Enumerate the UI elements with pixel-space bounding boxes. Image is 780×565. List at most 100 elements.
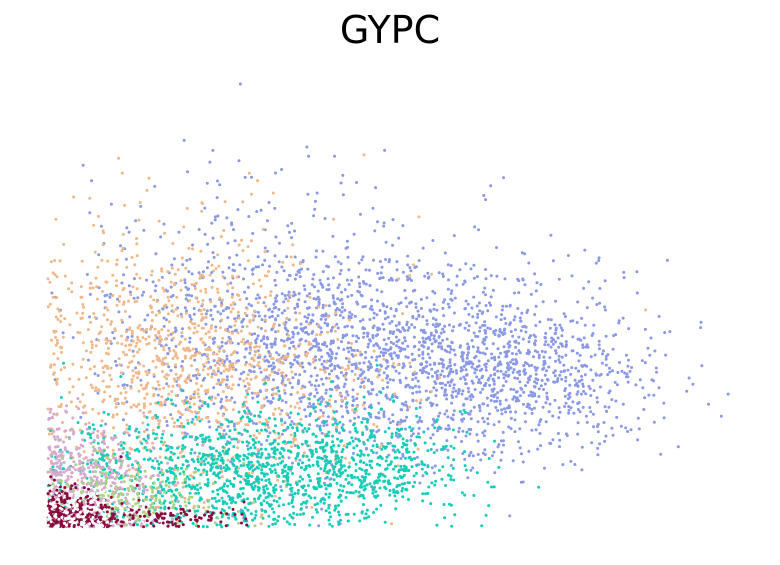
scatter-point <box>405 415 409 419</box>
scatter-point <box>229 341 232 345</box>
scatter-point <box>585 420 589 424</box>
scatter-point <box>421 369 425 373</box>
scatter-point <box>425 322 429 326</box>
scatter-point <box>447 305 451 309</box>
scatter-point <box>301 477 305 481</box>
scatter-point <box>516 277 520 281</box>
scatter-point <box>57 309 61 313</box>
scatter-point <box>312 357 316 361</box>
scatter-point <box>553 374 557 378</box>
scatter-point <box>338 393 342 397</box>
scatter-point <box>394 307 398 311</box>
scatter-point <box>367 472 371 476</box>
scatter-point <box>399 457 403 460</box>
scatter-point <box>273 386 276 390</box>
scatter-point <box>343 397 347 401</box>
scatter-point <box>399 349 403 352</box>
scatter-point <box>399 434 402 438</box>
scatter-point <box>239 480 242 484</box>
scatter-point <box>277 432 281 435</box>
scatter-point <box>596 453 600 457</box>
scatter-point <box>319 348 323 352</box>
scatter-point <box>535 366 539 370</box>
scatter-point <box>361 417 365 421</box>
scatter-point <box>145 428 149 432</box>
scatter-point <box>193 451 197 455</box>
scatter-point <box>404 488 408 492</box>
scatter-point <box>483 328 487 332</box>
scatter-point <box>350 293 354 297</box>
scatter-point <box>178 504 182 508</box>
scatter-point <box>416 447 420 451</box>
scatter-point <box>237 159 241 163</box>
scatter-point <box>237 493 241 496</box>
scatter-point <box>518 427 522 431</box>
scatter-point <box>104 422 108 426</box>
scatter-point <box>243 311 247 315</box>
scatter-point <box>231 364 235 367</box>
scatter-point <box>326 315 330 319</box>
scatter-point <box>328 387 332 391</box>
scatter-point <box>362 479 366 483</box>
scatter-point <box>408 425 412 429</box>
scatter-point <box>46 305 50 309</box>
scatter-point <box>472 405 476 409</box>
scatter-point <box>339 181 343 185</box>
scatter-point <box>544 340 548 344</box>
scatter-point <box>298 275 302 279</box>
scatter-point <box>245 456 249 460</box>
scatter-point <box>263 250 267 254</box>
scatter-point <box>200 404 204 408</box>
scatter-point <box>163 375 167 379</box>
scatter-point <box>407 405 411 409</box>
scatter-point <box>183 281 187 285</box>
scatter-point <box>60 350 64 354</box>
scatter-point <box>244 472 248 475</box>
scatter-point <box>379 276 383 280</box>
scatter-point <box>458 410 462 414</box>
scatter-point <box>103 390 107 394</box>
scatter-point <box>165 420 169 423</box>
scatter-point <box>162 324 166 328</box>
scatter-point <box>139 204 143 208</box>
scatter-point <box>355 405 359 409</box>
scatter-point <box>319 485 323 488</box>
scatter-point <box>608 370 612 374</box>
scatter-point <box>160 395 164 399</box>
scatter-point <box>315 440 319 444</box>
scatter-point <box>286 224 290 228</box>
scatter-point <box>235 456 239 460</box>
scatter-point <box>274 318 278 322</box>
scatter-point <box>341 193 345 197</box>
scatter-point <box>327 415 330 419</box>
scatter-point <box>557 345 561 349</box>
scatter-point <box>554 328 558 332</box>
scatter-point <box>259 410 263 414</box>
scatter-point <box>142 437 146 441</box>
scatter-point <box>404 456 407 460</box>
scatter-point <box>178 451 182 455</box>
scatter-point <box>201 202 204 205</box>
scatter-point <box>321 440 324 444</box>
scatter-point <box>403 339 407 343</box>
scatter-point <box>78 400 82 404</box>
scatter-point <box>245 314 249 318</box>
scatter-point <box>421 315 425 319</box>
scatter-point <box>304 339 308 343</box>
scatter-point <box>195 376 199 380</box>
scatter-point <box>554 299 557 303</box>
scatter-point <box>89 281 93 285</box>
scatter-point <box>370 449 374 452</box>
scatter-point <box>314 344 318 348</box>
scatter-point <box>464 434 468 438</box>
scatter-point <box>312 297 316 301</box>
scatter-point <box>330 524 334 528</box>
scatter-point <box>492 450 496 454</box>
scatter-point <box>561 328 564 332</box>
scatter-point <box>325 264 329 268</box>
scatter-point <box>476 312 480 316</box>
scatter-point <box>217 476 221 480</box>
scatter-point <box>248 332 252 335</box>
scatter-point <box>121 232 125 236</box>
scatter-point <box>150 269 154 273</box>
